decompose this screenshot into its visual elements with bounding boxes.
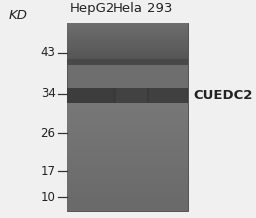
Bar — [67, 135, 188, 141]
Bar — [67, 24, 188, 26]
Bar — [67, 173, 188, 179]
Bar — [67, 29, 188, 30]
Bar — [67, 167, 188, 173]
Bar — [67, 44, 188, 46]
Bar — [67, 195, 188, 201]
Bar — [67, 124, 188, 130]
Bar — [149, 88, 187, 103]
Bar — [67, 200, 188, 206]
Bar — [67, 102, 188, 108]
Bar — [67, 45, 188, 47]
Bar — [67, 151, 188, 157]
Text: HepG2: HepG2 — [70, 2, 115, 15]
Bar — [67, 129, 188, 135]
Bar — [67, 34, 188, 36]
Bar — [67, 178, 188, 184]
Bar — [67, 55, 188, 56]
Bar — [67, 38, 188, 40]
Bar — [67, 56, 188, 58]
Text: KD: KD — [9, 9, 28, 22]
Bar — [67, 189, 188, 195]
Bar — [67, 41, 188, 43]
Text: 10: 10 — [41, 191, 56, 204]
Bar — [67, 118, 188, 124]
Bar — [67, 59, 188, 61]
Bar — [67, 140, 188, 146]
Text: CUEDC2: CUEDC2 — [194, 89, 253, 102]
Bar — [67, 33, 188, 34]
Bar — [67, 53, 188, 55]
Bar — [67, 107, 188, 113]
Bar — [67, 206, 188, 211]
Bar — [67, 157, 188, 162]
Bar — [67, 39, 188, 41]
Text: 293: 293 — [147, 2, 173, 15]
Text: Hela: Hela — [113, 2, 143, 15]
Bar — [67, 184, 188, 190]
Bar — [116, 88, 147, 103]
Text: 34: 34 — [41, 87, 56, 100]
Text: 17: 17 — [41, 165, 56, 177]
Bar — [67, 42, 188, 44]
Bar — [67, 35, 188, 37]
Bar — [67, 146, 188, 152]
Bar — [67, 51, 188, 52]
Text: 43: 43 — [41, 46, 56, 59]
Text: 26: 26 — [41, 127, 56, 140]
Bar — [67, 88, 188, 103]
Bar — [67, 60, 188, 62]
Bar — [67, 24, 188, 211]
Bar — [67, 62, 188, 63]
Bar — [68, 88, 113, 103]
Bar — [67, 49, 188, 51]
Bar — [67, 37, 188, 39]
Bar — [67, 162, 188, 168]
Bar — [67, 58, 188, 59]
Bar — [67, 30, 188, 32]
Bar — [67, 59, 188, 65]
Bar — [67, 31, 188, 33]
Bar — [67, 113, 188, 119]
Bar — [67, 63, 188, 65]
Bar — [67, 52, 188, 54]
Bar — [67, 46, 188, 48]
Bar — [67, 27, 188, 29]
Bar — [67, 26, 188, 28]
Bar — [67, 23, 188, 25]
Bar — [67, 48, 188, 50]
